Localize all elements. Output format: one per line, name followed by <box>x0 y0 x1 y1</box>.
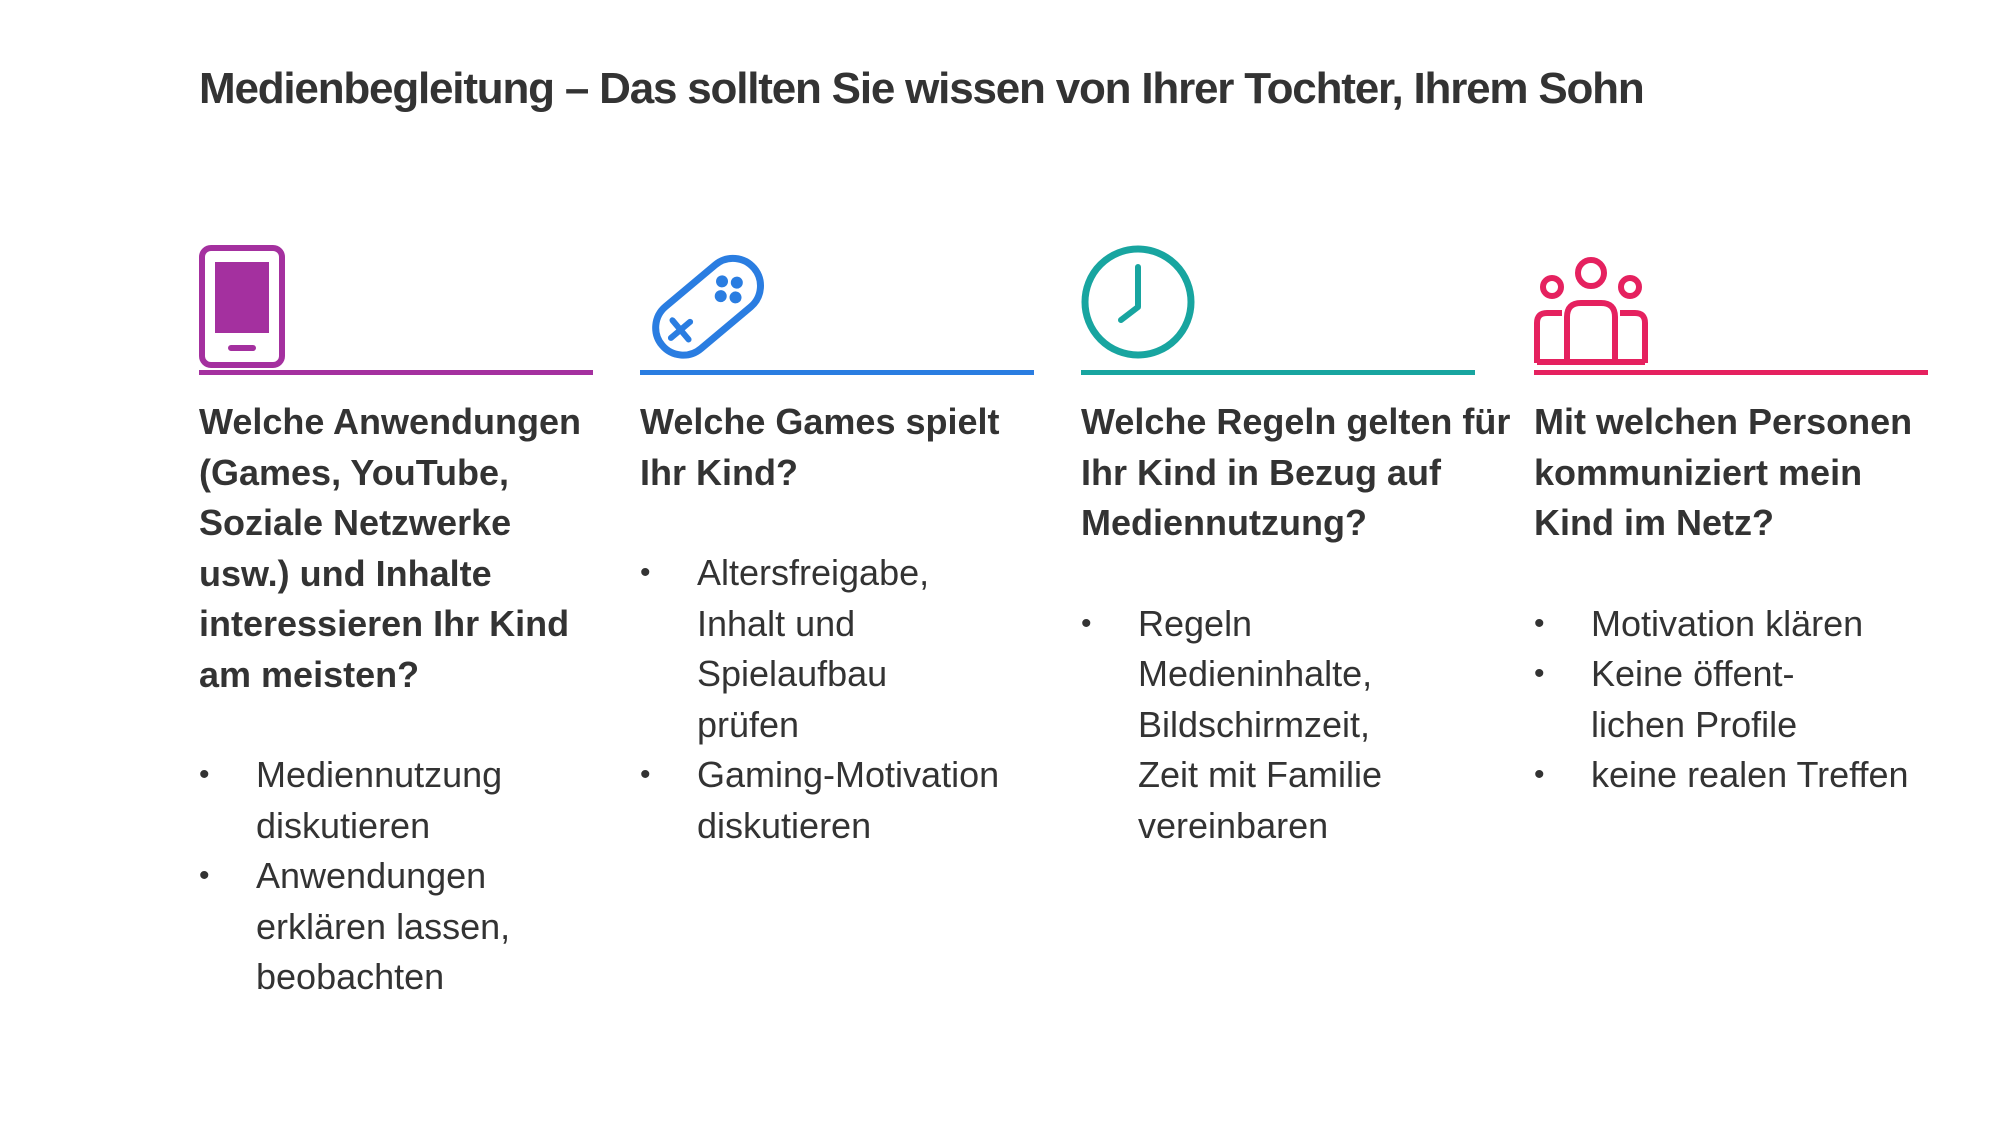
bullet-list: Regeln Medieninhalte, Bildschirmzeit, Ze… <box>1081 599 1421 852</box>
bullet-list: Mediennutzung diskutieren Anwendungen er… <box>199 750 539 1003</box>
list-item: Mediennutzung diskutieren <box>199 750 539 851</box>
list-item: Gaming-Motivation diskutieren <box>640 750 1040 851</box>
question-text: Welche Anwendungen (Games, YouTube, Sozi… <box>199 401 582 695</box>
divider-line <box>199 370 593 375</box>
column-contacts: Mit welchen Personen kommuniziert mein K… <box>1534 245 1934 801</box>
bullet-list: Altersfreigabe, Inhalt und Spielaufbau p… <box>640 548 1040 851</box>
divider-line <box>1081 370 1475 375</box>
question-text: Welche Regeln gelten für Ihr Kind in Bez… <box>1081 401 1511 543</box>
list-item: Keine öffent-lichen Profile <box>1534 649 1841 750</box>
column-rules: Welche Regeln gelten für Ihr Kind in Bez… <box>1081 245 1510 852</box>
list-item: Regeln Medieninhalte, Bildschirmzeit, Ze… <box>1081 599 1421 852</box>
divider-line <box>640 370 1034 375</box>
smartphone-icon <box>199 245 285 368</box>
column-games: Welche Games spielt Ihr Kind? Altersfrei… <box>640 245 1040 851</box>
question-text: Mit welchen Personen kommuniziert mein K… <box>1534 401 1913 543</box>
list-item: keine realen Treffen <box>1534 750 1954 801</box>
list-item: Anwendungen erklären lassen, beobachten <box>199 851 539 1003</box>
gamepad-icon <box>652 254 764 359</box>
column-applications: Welche Anwendungen (Games, YouTube, Sozi… <box>199 245 599 1003</box>
bullet-list: Motivation klären Keine öffent-lichen Pr… <box>1534 599 1954 801</box>
list-item: Altersfreigabe, Inhalt und Spielaufbau p… <box>640 548 977 750</box>
page-title: Medienbegleitung – Das sollten Sie wisse… <box>199 64 1645 113</box>
clock-icon <box>1081 245 1195 359</box>
list-item: Motivation klären <box>1534 599 1954 650</box>
question-text: Welche Games spielt Ihr Kind? <box>640 401 1000 493</box>
divider-line <box>1534 370 1928 375</box>
people-group-icon <box>1534 257 1648 365</box>
